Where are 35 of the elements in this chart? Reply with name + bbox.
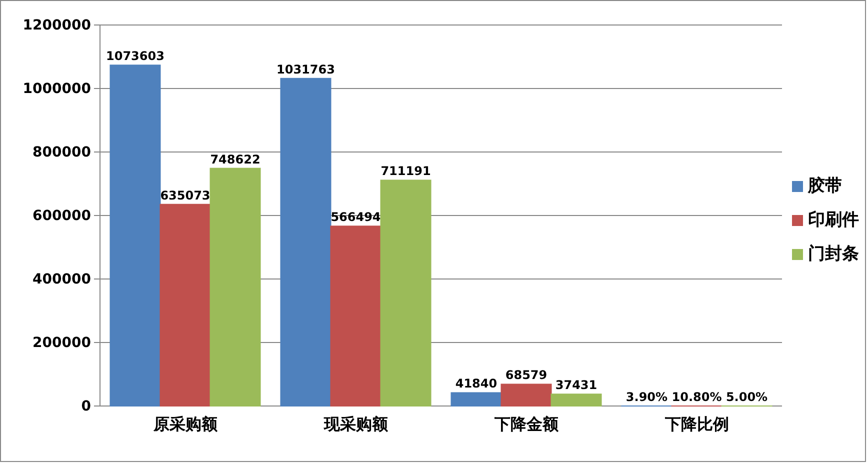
bar xyxy=(450,392,502,406)
y-tick-label: 400000 xyxy=(32,271,92,288)
data-label: 566494 xyxy=(330,210,381,224)
data-label: 5.00% xyxy=(726,390,768,404)
bar xyxy=(210,168,261,406)
y-tick-label: 800000 xyxy=(32,144,92,160)
x-tick-label: 下降金额 xyxy=(493,414,560,434)
bar xyxy=(330,226,382,406)
bar xyxy=(550,394,602,406)
x-tick-label: 现采购额 xyxy=(322,414,389,434)
legend-label: 门封条 xyxy=(808,244,859,264)
y-tick-label: 1000000 xyxy=(22,80,92,97)
y-tick-label: 0 xyxy=(81,398,92,414)
legend-label: 印刷件 xyxy=(808,210,859,230)
y-tick-label: 200000 xyxy=(32,334,92,351)
data-label: 1031763 xyxy=(276,62,335,76)
data-label: 635073 xyxy=(160,188,210,202)
data-label: 1073603 xyxy=(106,49,164,64)
bar xyxy=(280,78,332,406)
y-tick-label: 1200000 xyxy=(22,17,92,34)
legend-label: 胶带 xyxy=(807,176,842,196)
data-label: 10.80% xyxy=(672,390,722,404)
data-label: 68579 xyxy=(505,368,548,382)
bar xyxy=(110,64,161,406)
data-label: 37431 xyxy=(555,378,598,392)
x-tick-label: 原采购额 xyxy=(152,414,218,434)
data-label: 3.90% xyxy=(626,390,668,404)
data-label: 711191 xyxy=(380,164,431,178)
data-label: 41840 xyxy=(455,376,498,391)
bar xyxy=(380,180,432,406)
bar xyxy=(500,384,552,406)
data-label: 748622 xyxy=(210,152,260,166)
y-tick-label: 600000 xyxy=(32,208,92,224)
x-tick-label: 下降比例 xyxy=(664,414,729,434)
bar xyxy=(160,204,211,406)
